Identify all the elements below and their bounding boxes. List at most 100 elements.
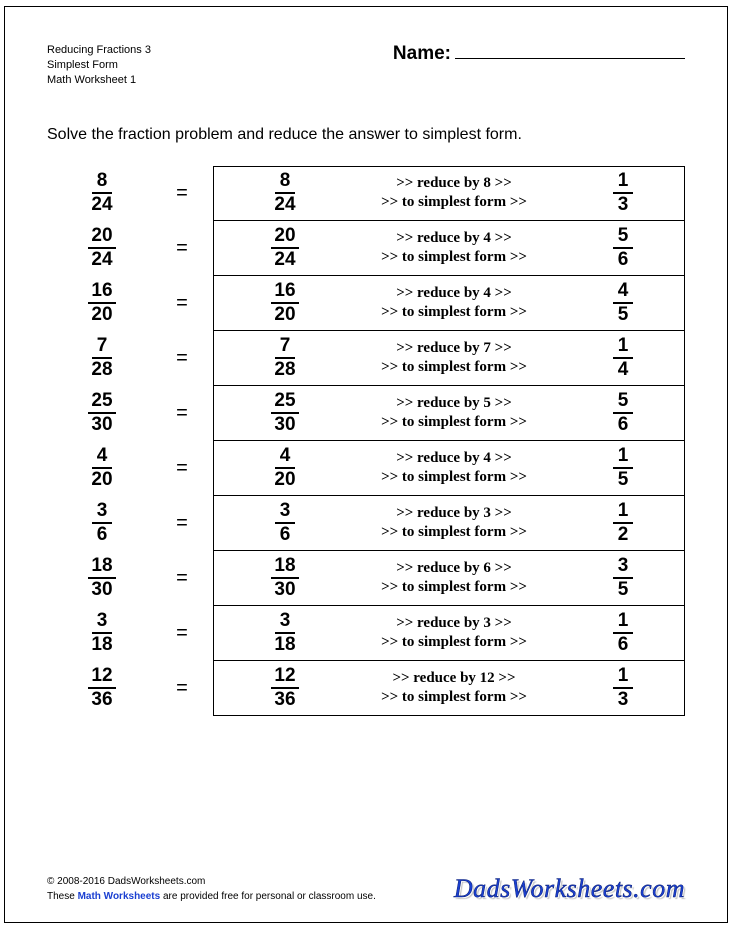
problem-fraction: 1620 (47, 276, 157, 331)
numerator: 8 (92, 171, 112, 194)
denominator: 24 (88, 249, 115, 270)
answer-box: 2530>> reduce by 5 >>>> to simplest form… (213, 386, 685, 441)
logo: DadsWorksheets.com (454, 874, 685, 904)
answer-fraction-original: 36 (262, 501, 308, 545)
instructions: Solve the fraction problem and reduce th… (47, 126, 685, 144)
problem-row: 2530=2530>> reduce by 5 >>>> to simplest… (47, 386, 685, 441)
answer-box: 318>> reduce by 3 >>>> to simplest form … (213, 606, 685, 661)
math-worksheets-link[interactable]: Math Worksheets (78, 891, 161, 902)
answer-fraction-reduced: 56 (600, 391, 646, 435)
reduce-by-line: >> reduce by 4 >> (396, 284, 512, 303)
denominator: 30 (88, 414, 115, 435)
answer-box: 36>> reduce by 3 >>>> to simplest form >… (213, 496, 685, 551)
copyright: © 2008-2016 DadsWorksheets.com (47, 875, 376, 890)
answer-box: 1830>> reduce by 6 >>>> to simplest form… (213, 551, 685, 606)
reduction-steps: >> reduce by 4 >>>> to simplest form >> (308, 229, 600, 267)
equals-sign: = (157, 661, 207, 716)
header: Reducing Fractions 3 Simplest Form Math … (47, 43, 685, 88)
equals-sign: = (157, 551, 207, 606)
problem-row: 824=824>> reduce by 8 >>>> to simplest f… (47, 166, 685, 221)
equals-sign: = (157, 386, 207, 441)
equals-sign: = (157, 331, 207, 386)
problem-fraction: 1236 (47, 661, 157, 716)
footer-rest: are provided free for personal or classr… (160, 891, 376, 902)
reduce-by-line: >> reduce by 7 >> (396, 339, 512, 358)
denominator: 24 (88, 194, 115, 215)
problem-row: 728=728>> reduce by 7 >>>> to simplest f… (47, 331, 685, 386)
reduction-steps: >> reduce by 3 >>>> to simplest form >> (308, 504, 600, 542)
equals-sign: = (157, 221, 207, 276)
problem-fraction: 420 (47, 441, 157, 496)
reduce-by-line: >> reduce by 3 >> (396, 504, 512, 523)
numerator: 18 (88, 556, 115, 579)
answer-box: 420 >> reduce by 4 >>>> to simplest form … (213, 441, 685, 496)
name-input-line[interactable] (455, 43, 685, 59)
reduce-by-line: >> reduce by 3 >> (396, 614, 512, 633)
reduction-steps: >> reduce by 6 >>>> to simplest form >> (308, 559, 600, 597)
footer: © 2008-2016 DadsWorksheets.com These Mat… (47, 874, 685, 904)
title-line-2: Simplest Form (47, 58, 151, 73)
simplest-form-line: >> to simplest form >> (381, 523, 527, 542)
equals-sign: = (157, 496, 207, 551)
denominator: 20 (88, 469, 115, 490)
answer-fraction-original: 1830 (262, 556, 308, 600)
footer-line2: These Math Worksheets are provided free … (47, 890, 376, 905)
problem-row: 1830=1830>> reduce by 6 >>>> to simplest… (47, 551, 685, 606)
problem-row: 420=420>> reduce by 4 >>>> to simplest f… (47, 441, 685, 496)
reduce-by-line: >> reduce by 4 >> (396, 449, 512, 468)
problem-fraction: 728 (47, 331, 157, 386)
simplest-form-line: >> to simplest form >> (381, 468, 527, 487)
answer-fraction-reduced: 13 (600, 171, 646, 215)
reduction-steps: >> reduce by 7 >>>> to simplest form >> (308, 339, 600, 377)
simplest-form-line: >> to simplest form >> (381, 633, 527, 652)
answer-fraction-reduced: 56 (600, 226, 646, 270)
problem-row: 2024 =2024>> reduce by 4 >>>> to simplest… (47, 221, 685, 276)
denominator: 20 (88, 304, 115, 325)
numerator: 25 (88, 391, 115, 414)
problems-list: 824=824>> reduce by 8 >>>> to simplest f… (47, 166, 685, 716)
answer-box: 824>> reduce by 8 >>>> to simplest form … (213, 166, 685, 221)
problem-row: 36=36>> reduce by 3 >>>> to simplest for… (47, 496, 685, 551)
name-field: Name: (393, 43, 685, 65)
answer-box: 1236>> reduce by 12 >>>> to simplest for… (213, 661, 685, 716)
worksheet-page: Reducing Fractions 3 Simplest Form Math … (4, 6, 728, 923)
denominator: 36 (88, 689, 115, 710)
reduction-steps: >> reduce by 3 >>>> to simplest form >> (308, 614, 600, 652)
answer-fraction-reduced: 45 (600, 281, 646, 325)
reduction-steps: >> reduce by 12 >>>> to simplest form >> (308, 669, 600, 707)
answer-fraction-reduced: 35 (600, 556, 646, 600)
numerator: 20 (88, 226, 115, 249)
answer-fraction-original: 1236 (262, 666, 308, 710)
numerator: 4 (92, 446, 112, 469)
title-line-3: Math Worksheet 1 (47, 73, 151, 88)
problem-row: 1620=1620>> reduce by 4 >>>> to simplest… (47, 276, 685, 331)
problem-fraction: 1830 (47, 551, 157, 606)
answer-box: 2024>> reduce by 4 >>>> to simplest form… (213, 221, 685, 276)
reduction-steps: >> reduce by 8 >>>> to simplest form >> (308, 174, 600, 212)
numerator: 3 (92, 501, 112, 524)
reduce-by-line: >> reduce by 12 >> (392, 669, 515, 688)
answer-fraction-original: 824 (262, 171, 308, 215)
reduction-steps: >> reduce by 4 >>>> to simplest form >> (308, 284, 600, 322)
reduce-by-line: >> reduce by 8 >> (396, 174, 512, 193)
denominator: 28 (88, 359, 115, 380)
answer-fraction-original: 420 (262, 446, 308, 490)
simplest-form-line: >> to simplest form >> (381, 358, 527, 377)
simplest-form-line: >> to simplest form >> (381, 578, 527, 597)
answer-fraction-reduced: 15 (600, 446, 646, 490)
header-left: Reducing Fractions 3 Simplest Form Math … (47, 43, 151, 88)
equals-sign: = (157, 441, 207, 496)
answer-fraction-original: 1620 (262, 281, 308, 325)
reduce-by-line: >> reduce by 6 >> (396, 559, 512, 578)
denominator: 30 (88, 579, 115, 600)
name-label: Name: (393, 43, 451, 65)
simplest-form-line: >> to simplest form >> (381, 688, 527, 707)
problem-fraction: 36 (47, 496, 157, 551)
answer-fraction-original: 2530 (262, 391, 308, 435)
footer-these: These (47, 891, 78, 902)
problem-fraction: 824 (47, 166, 157, 221)
numerator: 16 (88, 281, 115, 304)
denominator: 18 (88, 634, 115, 655)
reduction-steps: >> reduce by 5 >>>> to simplest form >> (308, 394, 600, 432)
equals-sign: = (157, 606, 207, 661)
